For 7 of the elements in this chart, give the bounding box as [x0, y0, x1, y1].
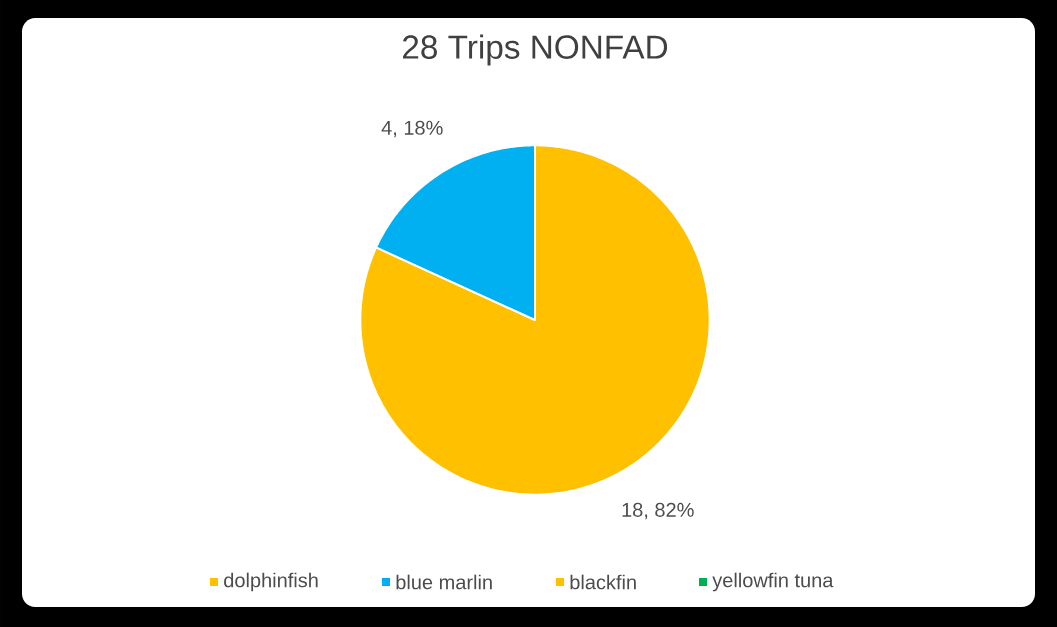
legend-label: blue marlin: [396, 574, 492, 590]
chart-title: 28 Trips NONFAD: [403, 34, 668, 66]
legend-label: yellowfin tuna: [712, 572, 834, 592]
data-label: 18, 82%: [622, 502, 694, 520]
legend-label: dolphinfish: [224, 572, 318, 592]
data-label: 4, 18%: [381, 120, 443, 138]
legend-label: blackfin: [570, 574, 636, 590]
